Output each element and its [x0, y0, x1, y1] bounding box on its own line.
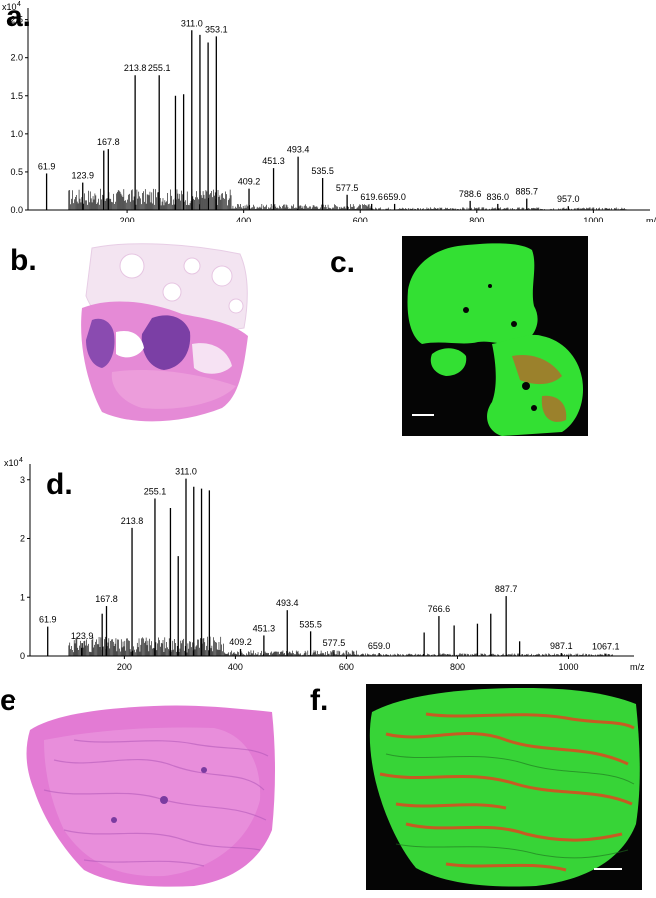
x-tick-label: 400	[236, 216, 251, 222]
x-tick-label: 400	[228, 662, 243, 672]
mass-spectrum-d: x10 4 0 1 2 3 200 400 600 800 1000 m/z 61.9 123.9 167.…	[4, 457, 645, 672]
x-tick-label: 800	[450, 662, 465, 672]
fluorescence-image-c	[402, 236, 588, 436]
peak-label: 353.1	[205, 24, 228, 34]
peak-label: 493.4	[287, 145, 310, 155]
peak-label: 659.0	[383, 192, 406, 202]
y-exponent-power: 4	[17, 1, 21, 8]
y-tick-label: 1.0	[10, 129, 23, 139]
peak-label: 1067.1	[592, 642, 620, 652]
peak-label: 987.1	[550, 641, 573, 651]
peak-label: 311.0	[175, 467, 197, 477]
y-tick-label: 2.0	[10, 53, 23, 63]
y-tick-label: 2	[20, 534, 25, 544]
peak-label: 61.9	[39, 615, 57, 625]
peak-label: 766.6	[428, 604, 451, 614]
y-exponent-power: 4	[19, 457, 23, 464]
y-exponent-label: x10	[4, 458, 19, 468]
panel-label-f: f.	[310, 684, 329, 717]
peak-label: 255.1	[148, 63, 171, 73]
peak-label: 788.6	[459, 189, 482, 199]
panel-label-b: b.	[10, 244, 37, 277]
peak-label: 577.5	[323, 638, 346, 648]
y-tick-label: 0	[20, 651, 25, 661]
y-tick-label: 2.5	[10, 15, 23, 25]
panel-label-c: c.	[330, 246, 356, 279]
peak-label: 123.9	[71, 171, 94, 181]
peak-label: 409.2	[238, 177, 261, 187]
peak-label: 619.6	[360, 192, 383, 202]
he-stain-image-b	[72, 236, 258, 432]
mass-spectrum-a: x10 4 0.0 0.5 1.0 1.5 2.0 2.5 200 400 600 800 1000 m/…	[2, 1, 656, 222]
y-tick-label: 1	[20, 592, 25, 602]
peak-label: 957.0	[557, 194, 580, 204]
fluorescence-image-f	[366, 684, 642, 890]
peak-label: 577.5	[336, 183, 359, 193]
y-exponent-label: x10	[2, 2, 17, 12]
y-tick-label: 0.5	[10, 167, 23, 177]
x-tick-label: 200	[117, 662, 132, 672]
y-tick-label: 0.0	[10, 205, 23, 215]
peak-label: 167.8	[95, 594, 118, 604]
peak-label: 836.0	[487, 192, 510, 202]
x-axis-label: m/z	[646, 216, 656, 222]
peak-label: 213.8	[124, 63, 147, 73]
peak-label: 409.2	[229, 637, 252, 647]
peak-label: 213.8	[121, 516, 144, 526]
peak-label: 493.4	[276, 598, 299, 608]
x-axis-label: m/z	[630, 662, 645, 672]
peak-label: 535.5	[299, 619, 322, 629]
x-tick-label: 200	[120, 216, 135, 222]
x-tick-label: 1000	[583, 216, 603, 222]
peak-label: 451.3	[262, 156, 285, 166]
x-tick-label: 600	[353, 216, 368, 222]
scale-bar	[594, 868, 622, 870]
peak-label: 61.9	[38, 161, 56, 171]
panel-label-a: a.	[6, 0, 32, 33]
x-tick-label: 800	[469, 216, 484, 222]
he-stain-image-e	[14, 700, 290, 890]
scale-bar	[412, 414, 434, 416]
peak-label: 311.0	[181, 18, 203, 28]
x-tick-label: 600	[339, 662, 354, 672]
peak-label: 659.0	[368, 641, 391, 651]
panel-label-d: d.	[46, 468, 73, 501]
peak-label: 535.5	[311, 166, 334, 176]
peak-label: 167.8	[97, 137, 120, 147]
peak-label: 885.7	[515, 187, 538, 197]
x-tick-label: 1000	[558, 662, 578, 672]
peak-label: 123.9	[71, 631, 94, 641]
y-tick-label: 3	[20, 475, 25, 485]
peak-label: 255.1	[144, 487, 167, 497]
peak-label: 451.3	[253, 623, 276, 633]
peak-label: 887.7	[495, 584, 518, 594]
y-tick-label: 1.5	[10, 91, 23, 101]
